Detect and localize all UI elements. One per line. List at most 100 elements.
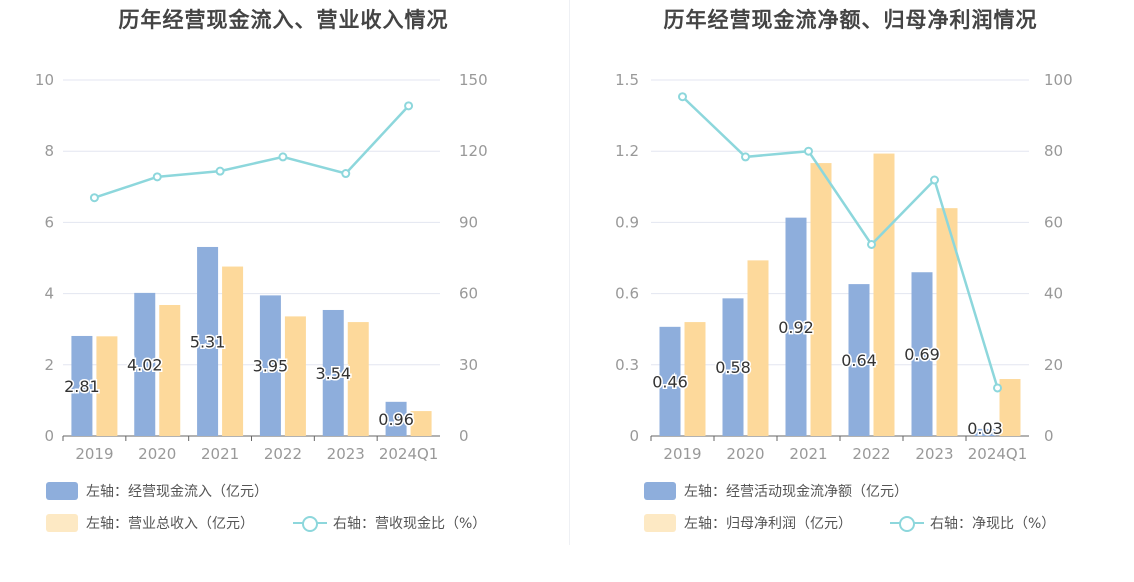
- bar-左轴经营现金流入亿元: [322, 309, 344, 436]
- bar-左轴经营活动现金流净额亿元: [848, 284, 870, 436]
- bar-左轴经营现金流入亿元: [197, 246, 219, 436]
- line-point: [341, 169, 351, 179]
- y-tick-label-right: 80: [1044, 142, 1063, 160]
- legend-label: 左轴：经营活动现金流净额（亿元）: [684, 484, 908, 500]
- bar-左轴归母净利润亿元: [936, 208, 958, 436]
- x-tick-label: 2022: [264, 445, 302, 463]
- line-point: [215, 166, 225, 176]
- x-tick-label: 2024Q1: [379, 445, 439, 463]
- y-tick-label-left: 4: [44, 285, 54, 303]
- legend-label: 右轴：净现比（%）: [930, 516, 1056, 532]
- data-label: 0.58: [715, 358, 751, 377]
- chart-svg: 0 0 2 30 4 60 6 90 8 120 10 150 2019 2020 2021 2022 2023…: [35, 71, 488, 463]
- bar-左轴经营活动现金流净额亿元: [785, 217, 807, 436]
- x-tick-label: 2024Q1: [968, 445, 1028, 463]
- bar-左轴经营现金流入亿元: [259, 295, 281, 436]
- y-tick-label-right: 100: [1044, 71, 1073, 89]
- y-tick-label-right: 90: [459, 213, 478, 231]
- bar-左轴归母净利润亿元: [684, 322, 706, 436]
- bar-左轴营业总收入亿元: [347, 322, 369, 436]
- legend-line-icon: [293, 514, 327, 532]
- legend-label: 左轴：归母净利润（亿元）: [684, 516, 852, 532]
- legend-label: 左轴：经营现金流入（亿元）: [86, 484, 268, 500]
- bar-左轴营业总收入亿元: [284, 316, 306, 436]
- legend-swatch: [46, 514, 78, 532]
- panel-divider: [569, 0, 570, 545]
- y-tick-label-right: 60: [459, 285, 478, 303]
- x-tick-label: 2023: [327, 445, 365, 463]
- data-label: 2.81: [64, 377, 100, 396]
- bar-左轴归母净利润亿元: [747, 260, 769, 436]
- y-tick-label-left: 0.9: [615, 213, 639, 231]
- y-tick-label-right: 30: [459, 356, 478, 374]
- line-point: [741, 152, 750, 162]
- bar-左轴经营活动现金流净额亿元: [974, 428, 996, 436]
- x-tick-label: 2021: [201, 445, 239, 463]
- x-tick-label: 2021: [789, 445, 827, 463]
- line-point: [278, 152, 288, 162]
- bar-左轴归母净利润亿元: [810, 163, 832, 437]
- bar-左轴经营活动现金流净额亿元: [659, 326, 681, 436]
- legend-item-line[interactable]: 右轴：净现比（%）: [890, 513, 1055, 533]
- y-tick-label-right: 60: [1044, 213, 1063, 231]
- legend-item-line[interactable]: 右轴：营收现金比（%）: [293, 513, 486, 533]
- data-label: 5.31: [190, 332, 226, 351]
- bar-左轴经营现金流入亿元: [71, 335, 93, 436]
- data-label: 0.96: [378, 410, 414, 429]
- data-label: 4.02: [127, 355, 163, 374]
- y-tick-label-left: 2: [44, 356, 54, 374]
- x-tick-label: 2022: [852, 445, 890, 463]
- bar-左轴营业总收入亿元: [159, 304, 181, 436]
- line-point: [867, 239, 876, 249]
- line-series: [681, 95, 999, 389]
- bar-左轴归母净利润亿元: [999, 379, 1021, 436]
- x-tick-label: 2020: [138, 445, 176, 463]
- data-label: 0.03: [967, 419, 1003, 438]
- bar-左轴经营活动现金流净额亿元: [722, 298, 744, 436]
- y-tick-label-left: 8: [44, 142, 54, 160]
- legend-line-icon: [890, 514, 924, 532]
- y-tick-label-right: 20: [1044, 356, 1063, 374]
- line-point: [930, 175, 939, 185]
- line-point: [993, 383, 1002, 393]
- chart-title: 历年经营现金流净额、归母净利润情况: [663, 8, 1038, 32]
- line-point: [89, 193, 99, 203]
- legend-item-bar2[interactable]: 左轴：营业总收入（亿元）: [46, 513, 254, 533]
- legend-item-bar2[interactable]: 左轴：归母净利润（亿元）: [644, 513, 852, 533]
- legend-item-bar1[interactable]: 左轴：经营活动现金流净额（亿元）: [644, 481, 908, 501]
- data-label: 0.69: [904, 345, 940, 364]
- x-tick-label: 2019: [75, 445, 113, 463]
- y-tick-label-left: 1.2: [615, 142, 639, 160]
- bar-左轴营业总收入亿元: [222, 266, 244, 436]
- y-tick-label-left: 6: [44, 213, 54, 231]
- y-tick-label-left: 0.6: [615, 285, 639, 303]
- bar-左轴营业总收入亿元: [410, 411, 432, 436]
- line-point: [404, 101, 414, 111]
- legend-swatch: [644, 514, 676, 532]
- chart-panel-net-cash: 历年经营现金流净额、归母净利润情况 0 0 0.3 20 0.6 40 0.9 60 1.2 80…: [567, 0, 1134, 582]
- y-tick-label-right: 120: [459, 142, 488, 160]
- legend-swatch: [46, 482, 78, 500]
- legend-label: 左轴：营业总收入（亿元）: [86, 516, 254, 532]
- x-tick-label: 2019: [663, 445, 701, 463]
- y-tick-label-left: 1.5: [615, 71, 639, 89]
- y-tick-label-right: 150: [459, 71, 488, 89]
- y-tick-label-left: 10: [35, 71, 54, 89]
- bar-左轴归母净利润亿元: [873, 153, 895, 436]
- data-label: 0.92: [778, 318, 814, 337]
- y-tick-label-left: 0.3: [615, 356, 639, 374]
- line-series: [94, 105, 410, 199]
- y-tick-label-left: 0: [44, 427, 54, 445]
- legend-item-bar1[interactable]: 左轴：经营现金流入（亿元）: [46, 481, 268, 501]
- x-tick-label: 2020: [726, 445, 764, 463]
- chart-panel-cash-inflow: 历年经营现金流入、营业收入情况 0 0 2 30 4 60 6 90 8 120 10 150 2019…: [35, 8, 488, 533]
- data-label: 3.95: [253, 357, 289, 376]
- y-tick-label-right: 0: [459, 427, 469, 445]
- data-label: 0.46: [652, 372, 688, 391]
- legend-label: 右轴：营收现金比（%）: [333, 516, 487, 532]
- bar-左轴经营活动现金流净额亿元: [911, 272, 933, 436]
- line-point: [678, 92, 687, 102]
- legend-swatch: [644, 482, 676, 500]
- bar-左轴营业总收入亿元: [96, 336, 118, 436]
- y-tick-label-right: 0: [1044, 427, 1054, 445]
